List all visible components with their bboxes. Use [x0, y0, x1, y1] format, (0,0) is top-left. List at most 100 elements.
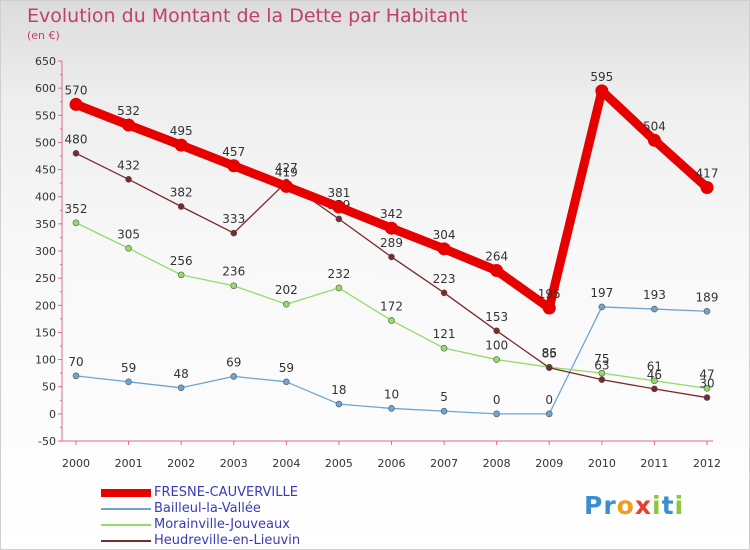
data-label: 59 [121, 361, 136, 375]
logo-letter: i [674, 491, 685, 520]
logo-letter: i [652, 491, 662, 520]
y-tick-label: 350 [35, 218, 56, 231]
data-label: 305 [117, 227, 140, 241]
legend-label-fresne: FRESNE-CAUVERVILLE [154, 485, 298, 500]
data-label: 18 [331, 383, 346, 397]
y-tick-label: 650 [35, 55, 56, 68]
x-tick-label: 2004 [272, 457, 300, 470]
data-point [72, 219, 80, 227]
data-point [177, 271, 185, 279]
data-label: 342 [380, 207, 403, 221]
data-label: 419 [275, 165, 298, 179]
data-point [335, 215, 343, 223]
data-point [598, 303, 606, 311]
data-label: 86 [542, 346, 557, 360]
y-tick-label: 450 [35, 164, 56, 177]
data-point [651, 305, 658, 313]
data-label: 382 [170, 185, 193, 199]
data-point [283, 300, 290, 308]
data-label: 236 [222, 265, 245, 279]
data-label: 381 [327, 186, 350, 200]
data-label: 70 [68, 355, 83, 369]
data-label: 0 [493, 393, 501, 407]
x-tick-label: 2002 [167, 457, 195, 470]
logo-letter: P [584, 491, 604, 520]
data-label: 333 [222, 212, 245, 226]
logo-letter: x [634, 491, 652, 520]
data-label: 30 [699, 377, 714, 391]
data-point [279, 179, 293, 193]
chart-subtitle: (en €) [27, 29, 60, 42]
data-point [598, 369, 606, 377]
data-label: 189 [696, 290, 719, 304]
data-label: 61 [647, 360, 662, 374]
y-tick-label: 0 [49, 408, 56, 421]
data-point [230, 229, 238, 237]
data-label: 304 [433, 228, 456, 242]
data-label: 195 [538, 287, 561, 301]
data-point [437, 242, 451, 256]
data-point [335, 400, 343, 408]
legend-label-heudreville: Heudreville-en-Lieuvin [154, 533, 301, 548]
data-label: 232 [327, 267, 350, 281]
y-tick-label: 250 [35, 272, 56, 285]
y-tick-label: 200 [35, 299, 56, 312]
logo-letter: t [661, 491, 675, 520]
legend-swatch-morainville [101, 524, 151, 526]
data-label: 417 [696, 166, 719, 180]
x-tick-label: 2003 [220, 457, 248, 470]
data-point [703, 394, 711, 401]
y-tick-label: 400 [35, 191, 56, 204]
data-label: 63 [594, 359, 609, 373]
data-label: 595 [590, 70, 613, 84]
data-point [700, 180, 714, 194]
data-label: 59 [279, 361, 294, 375]
data-label: 172 [380, 299, 403, 313]
data-label: 570 [65, 83, 88, 97]
y-tick-label: 300 [35, 245, 56, 258]
chart-legend: FRESNE-CAUVERVILLE Bailleul-la-Vallée Mo… [101, 485, 361, 549]
data-label: 532 [117, 104, 140, 118]
data-label: 47 [699, 367, 714, 381]
data-label: 85 [542, 347, 557, 361]
x-tick-label: 2005 [325, 457, 353, 470]
y-tick-label: 150 [35, 326, 56, 339]
data-point [69, 97, 83, 111]
x-tick-label: 2010 [588, 457, 616, 470]
legend-label-morainville: Morainville-Jouveaux [154, 517, 290, 532]
logo-letter: o [616, 491, 635, 520]
data-point [545, 364, 553, 372]
data-point [440, 407, 448, 415]
data-point [335, 284, 343, 292]
data-point [703, 307, 711, 315]
data-point [177, 384, 185, 392]
data-point [230, 373, 238, 380]
data-label: 495 [170, 124, 193, 138]
data-point [227, 159, 241, 173]
legend-swatch-fresne [101, 489, 151, 497]
data-label: 352 [65, 202, 88, 216]
data-point [493, 356, 500, 363]
data-point [493, 410, 500, 418]
y-tick-label: 100 [35, 354, 56, 367]
y-tick-label: -50 [38, 435, 56, 448]
data-point [230, 282, 238, 290]
data-label: 0 [545, 393, 553, 407]
x-tick-label: 2007 [430, 457, 458, 470]
data-point [647, 133, 661, 147]
legend-item-heudreville: Heudreville-en-Lieuvin [101, 533, 361, 549]
data-label: 5 [440, 390, 448, 404]
data-label: 46 [647, 368, 662, 382]
y-tick-label: 500 [35, 136, 56, 149]
data-label: 48 [174, 367, 189, 381]
data-label: 197 [590, 286, 613, 300]
legend-item-morainville: Morainville-Jouveaux [101, 517, 361, 533]
x-tick-label: 2009 [535, 457, 563, 470]
x-tick-label: 2011 [640, 457, 668, 470]
data-label: 69 [226, 355, 241, 369]
legend-label-bailleul: Bailleul-la-Vallée [154, 501, 261, 516]
data-label: 264 [485, 250, 508, 264]
x-tick-label: 2006 [378, 457, 406, 470]
data-label: 480 [65, 132, 88, 146]
data-point [440, 344, 448, 352]
